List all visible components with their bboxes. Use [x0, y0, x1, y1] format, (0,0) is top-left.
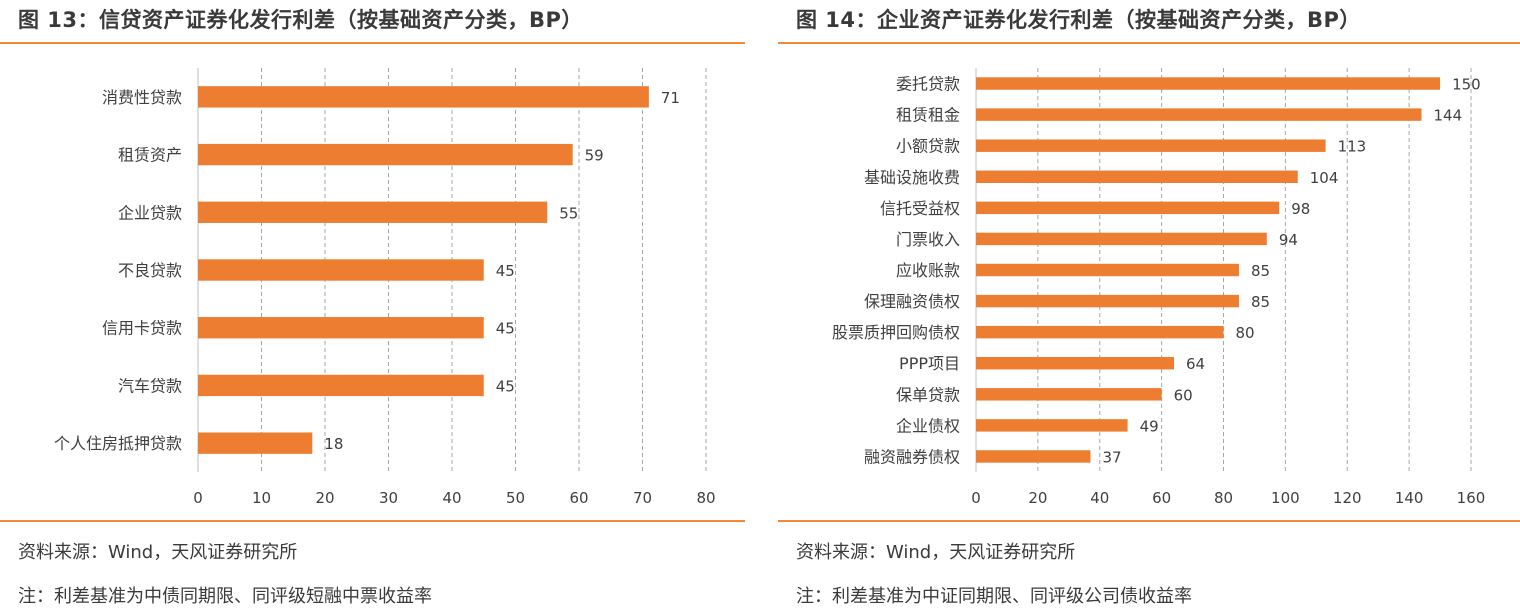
category-label: 应收账款 [896, 261, 960, 280]
bar [976, 232, 1267, 246]
x-tick-label: 140 [1395, 489, 1424, 507]
data-label: 144 [1434, 107, 1463, 125]
data-label: 85 [1251, 262, 1270, 280]
data-label: 49 [1140, 417, 1159, 435]
x-tick-label: 120 [1333, 489, 1362, 507]
bar [976, 108, 1422, 121]
right-footnote: 注：利差基准为中证同期限、同评级公司债收益率 [796, 586, 1192, 607]
x-tick-label: 40 [1090, 489, 1109, 507]
x-tick-label: 60 [569, 489, 588, 507]
left-title-rule [0, 42, 745, 44]
right-footer-rule [778, 520, 1520, 522]
left-source-note: 资料来源：Wind，天风证券研究所 [18, 542, 298, 563]
bar [976, 419, 1128, 432]
data-label: 45 [496, 320, 515, 338]
bar [198, 143, 573, 166]
category-label: 基础设施收费 [864, 168, 960, 187]
data-label: 85 [1251, 293, 1270, 311]
data-label: 98 [1291, 200, 1310, 218]
data-label: 55 [559, 204, 578, 222]
category-label: 消费性贷款 [102, 88, 182, 107]
category-label: 保单贷款 [896, 385, 960, 404]
category-label: 门票收入 [896, 230, 960, 249]
bar [976, 388, 1162, 401]
bar [976, 325, 1224, 339]
x-tick-label: 40 [442, 489, 461, 507]
left-figure-title: 图 13：信贷资产证券化发行利差（按基础资产分类，BP） [18, 8, 583, 32]
data-label: 113 [1338, 138, 1367, 156]
category-label: 租赁资产 [118, 146, 182, 165]
data-label: 59 [585, 147, 604, 165]
x-tick-label: 70 [633, 489, 652, 507]
bar [976, 357, 1174, 370]
category-label: 融资融券债权 [864, 447, 960, 466]
x-tick-label: 50 [506, 489, 525, 507]
bar [976, 201, 1280, 215]
left-figure-panel: 图 13：信贷资产证券化发行利差（按基础资产分类，BP） 0 10 20 30 40 50… [0, 0, 745, 607]
right-figure-panel: 图 14：企业资产证券化发行利差（按基础资产分类，BP） 0 20 40 60 80 10… [778, 0, 1520, 607]
category-label: PPP项目 [899, 354, 960, 373]
category-label: 信托受益权 [880, 199, 960, 218]
x-tick-label: 80 [696, 489, 715, 507]
x-tick-label: 160 [1457, 489, 1486, 507]
category-label: 保理融资债权 [864, 292, 960, 311]
right-figure-title: 图 14：企业资产证券化发行利差（按基础资产分类，BP） [796, 8, 1361, 32]
category-label: 企业贷款 [118, 203, 182, 222]
data-label: 150 [1452, 76, 1481, 94]
category-label: 委托贷款 [896, 75, 960, 94]
bar [976, 263, 1239, 277]
bar [198, 259, 484, 281]
x-tick-label: 0 [193, 489, 203, 507]
left-footer-rule [0, 520, 745, 522]
bar [976, 77, 1441, 90]
bar [198, 374, 484, 397]
data-label: 80 [1236, 324, 1255, 342]
category-label: 信用卡贷款 [102, 319, 182, 338]
category-label: 小额贷款 [896, 137, 960, 156]
x-tick-label: 10 [252, 489, 271, 507]
category-label: 企业债权 [896, 416, 960, 435]
bar [198, 86, 649, 108]
category-label: 租赁租金 [896, 106, 960, 125]
bar [198, 317, 484, 339]
x-tick-label: 60 [1152, 489, 1171, 507]
data-label: 60 [1174, 386, 1193, 404]
x-tick-label: 80 [1214, 489, 1233, 507]
x-tick-label: 20 [315, 489, 334, 507]
x-tick-label: 20 [1028, 489, 1047, 507]
left-bar-chart: 0 10 20 30 40 50 60 70 80 消费性贷款 71 租赁资产 59 企业贷款 55 不良贷款… [54, 68, 716, 507]
data-label: 94 [1279, 231, 1298, 249]
bar [976, 170, 1298, 183]
data-label: 37 [1102, 448, 1121, 466]
category-label: 个人住房抵押贷款 [54, 434, 182, 453]
right-source-note: 资料来源：Wind，天风证券研究所 [796, 542, 1076, 563]
data-label: 45 [496, 262, 515, 280]
x-tick-label: 0 [971, 489, 981, 507]
data-label: 45 [496, 377, 515, 395]
x-tick-label: 100 [1271, 489, 1300, 507]
bar [198, 201, 548, 223]
data-label: 104 [1310, 169, 1339, 187]
bar [976, 450, 1091, 463]
left-footnote: 注：利差基准为中债同期限、同评级短融中票收益率 [18, 586, 432, 607]
data-label: 64 [1186, 355, 1205, 373]
data-label: 18 [324, 435, 343, 453]
x-tick-label: 30 [379, 489, 398, 507]
bar [976, 139, 1326, 152]
category-label: 不良贷款 [118, 261, 182, 280]
category-label: 股票质押回购债权 [832, 323, 960, 342]
bar [198, 432, 313, 454]
data-label: 71 [661, 89, 680, 107]
right-title-rule [778, 42, 1520, 44]
category-label: 汽车贷款 [118, 376, 182, 395]
bar [976, 294, 1239, 308]
right-bar-chart: 0 20 40 60 80 100 120 140 160 委托贷款 150 租赁租金 144 小额贷款 1… [832, 68, 1486, 507]
